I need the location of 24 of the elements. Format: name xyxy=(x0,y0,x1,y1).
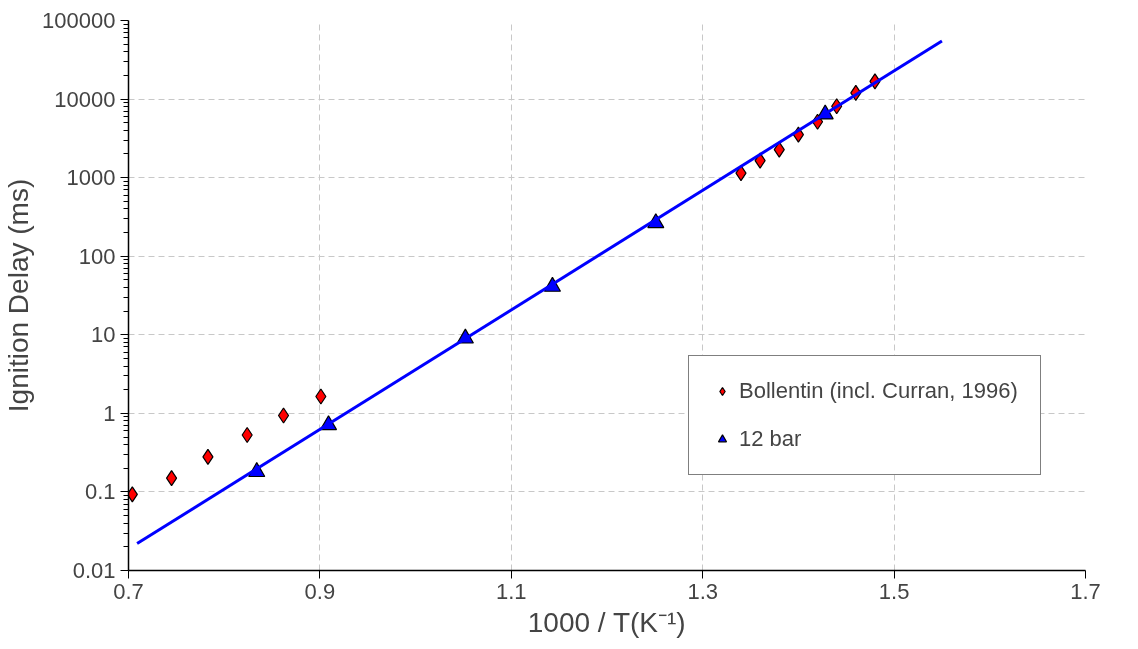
x-tick-label: 0.7 xyxy=(113,578,144,604)
x-tick-label: 1.1 xyxy=(496,578,527,604)
point xyxy=(165,469,178,487)
legend-label: 12 bar xyxy=(739,426,802,452)
y-axis-title: Ignition Delay (ms) xyxy=(3,178,35,413)
x-tick-label: 1.3 xyxy=(687,578,718,604)
y-tick-label: 0.1 xyxy=(84,479,116,505)
x-axis-title: 1000 / T(K⁻¹) xyxy=(527,606,686,638)
y-tick-label: 10 xyxy=(91,322,116,348)
y-tick-label: 10000 xyxy=(54,86,116,112)
point xyxy=(202,448,214,465)
x-tick-label: 0.9 xyxy=(304,578,336,604)
legend-label: Bollentin (incl. Curran, 1996) xyxy=(739,378,1018,404)
y-tick-label: 100 xyxy=(78,243,116,269)
y-tick-label: 1 xyxy=(103,400,116,426)
y-tick-label: 100000 xyxy=(42,8,116,33)
point xyxy=(315,388,327,405)
point xyxy=(773,141,785,158)
x-tick-label: 1.7 xyxy=(1070,578,1101,604)
y-tick-label: 0.01 xyxy=(72,558,116,583)
point xyxy=(277,407,290,424)
x-tick-label: 1.5 xyxy=(878,578,910,604)
point xyxy=(735,165,747,182)
y-tick-label: 1000 xyxy=(66,165,116,191)
